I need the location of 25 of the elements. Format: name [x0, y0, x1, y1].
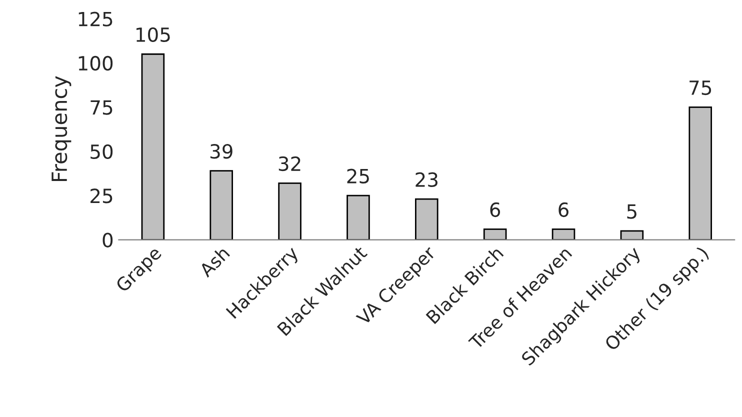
- y-tick-label: 50: [90, 144, 113, 160]
- data-label: 105: [136, 27, 170, 42]
- bar: [483, 228, 507, 240]
- data-label: 39: [210, 144, 232, 159]
- bar: [688, 106, 712, 240]
- y-tick-label: 125: [78, 12, 112, 26]
- y-tick-label: 75: [90, 100, 112, 115]
- bar: [278, 182, 302, 240]
- bar: [620, 230, 644, 240]
- data-label: 6: [490, 202, 500, 218]
- bar: [210, 170, 234, 240]
- y-tick-label: 100: [78, 56, 113, 71]
- data-label: 75: [690, 80, 712, 96]
- y-axis-title: Frequency: [52, 76, 72, 182]
- data-label: 25: [347, 168, 369, 184]
- bar: [415, 198, 438, 240]
- bar: [552, 228, 576, 240]
- y-tick-label: 0: [102, 232, 113, 248]
- data-label: 23: [416, 172, 438, 188]
- data-label: 32: [278, 156, 300, 172]
- data-label: 5: [627, 204, 636, 219]
- y-tick-label: 25: [90, 188, 112, 204]
- bar: [346, 194, 370, 240]
- data-label: 6: [558, 202, 568, 218]
- bar: [141, 53, 165, 240]
